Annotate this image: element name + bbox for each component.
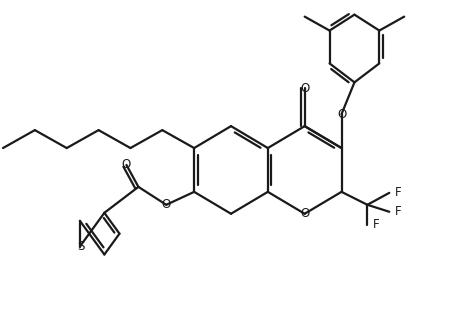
Text: O: O [300, 207, 309, 220]
Text: F: F [395, 205, 402, 218]
Text: O: O [300, 82, 309, 95]
Text: S: S [77, 240, 85, 253]
Text: F: F [395, 186, 402, 199]
Text: O: O [337, 108, 346, 121]
Text: O: O [162, 198, 171, 211]
Text: O: O [122, 158, 131, 172]
Text: F: F [373, 218, 380, 231]
